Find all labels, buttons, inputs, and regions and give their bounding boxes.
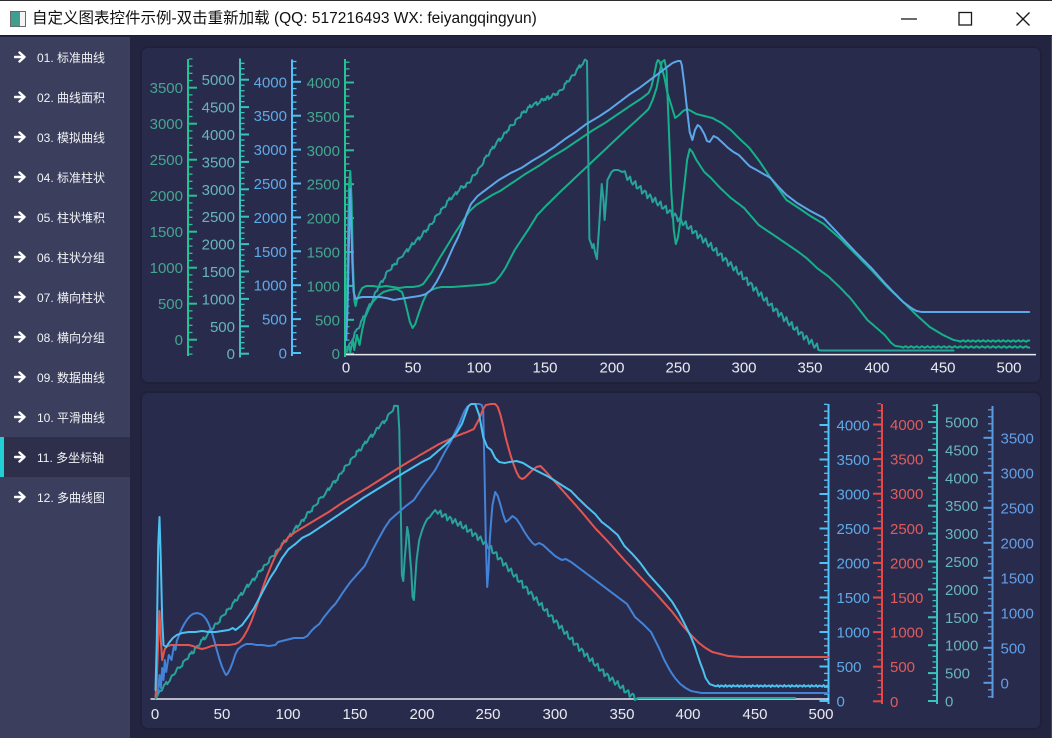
svg-text:4000: 4000 bbox=[890, 417, 923, 434]
svg-text:1000: 1000 bbox=[945, 638, 978, 655]
svg-text:200: 200 bbox=[599, 360, 624, 377]
svg-text:500: 500 bbox=[808, 706, 833, 723]
svg-text:2500: 2500 bbox=[202, 209, 235, 226]
svg-text:500: 500 bbox=[158, 296, 183, 313]
svg-text:2000: 2000 bbox=[202, 237, 235, 254]
svg-text:3500: 3500 bbox=[202, 154, 235, 171]
svg-text:2000: 2000 bbox=[254, 210, 287, 227]
svg-text:0: 0 bbox=[175, 332, 183, 349]
svg-text:300: 300 bbox=[731, 360, 756, 377]
svg-text:0: 0 bbox=[227, 346, 235, 363]
svg-text:4000: 4000 bbox=[202, 127, 235, 144]
svg-text:1000: 1000 bbox=[307, 278, 340, 295]
svg-text:500: 500 bbox=[1001, 640, 1026, 657]
svg-text:150: 150 bbox=[342, 706, 367, 723]
svg-text:2500: 2500 bbox=[150, 152, 183, 169]
svg-text:450: 450 bbox=[930, 360, 955, 377]
svg-text:1000: 1000 bbox=[254, 278, 287, 295]
svg-text:2500: 2500 bbox=[307, 177, 340, 194]
svg-text:3500: 3500 bbox=[890, 452, 923, 469]
svg-text:3000: 3000 bbox=[890, 486, 923, 503]
svg-text:2500: 2500 bbox=[1001, 500, 1034, 517]
svg-text:50: 50 bbox=[405, 360, 422, 377]
svg-text:2000: 2000 bbox=[890, 555, 923, 572]
svg-text:500: 500 bbox=[210, 319, 235, 336]
svg-text:4500: 4500 bbox=[945, 442, 978, 459]
svg-text:50: 50 bbox=[214, 706, 231, 723]
svg-text:500: 500 bbox=[315, 312, 340, 329]
svg-text:250: 250 bbox=[475, 706, 500, 723]
svg-text:0: 0 bbox=[837, 694, 845, 711]
svg-text:2000: 2000 bbox=[307, 211, 340, 228]
svg-text:0: 0 bbox=[945, 694, 953, 711]
svg-text:450: 450 bbox=[742, 706, 767, 723]
svg-text:2000: 2000 bbox=[150, 188, 183, 205]
svg-text:0: 0 bbox=[279, 346, 287, 363]
svg-text:4000: 4000 bbox=[837, 418, 870, 435]
svg-text:3500: 3500 bbox=[307, 109, 340, 126]
svg-text:2000: 2000 bbox=[1001, 535, 1034, 552]
svg-text:3500: 3500 bbox=[1001, 430, 1034, 447]
svg-text:2500: 2500 bbox=[837, 521, 870, 538]
svg-text:3000: 3000 bbox=[1001, 465, 1034, 482]
svg-text:2500: 2500 bbox=[254, 176, 287, 193]
svg-text:2000: 2000 bbox=[837, 556, 870, 573]
svg-text:2500: 2500 bbox=[890, 521, 923, 538]
svg-text:1500: 1500 bbox=[837, 590, 870, 607]
svg-text:1500: 1500 bbox=[945, 610, 978, 627]
svg-text:3000: 3000 bbox=[837, 487, 870, 504]
svg-text:500: 500 bbox=[945, 666, 970, 683]
svg-text:4000: 4000 bbox=[254, 74, 287, 91]
svg-text:3000: 3000 bbox=[150, 116, 183, 133]
svg-text:3000: 3000 bbox=[202, 182, 235, 199]
svg-text:250: 250 bbox=[665, 360, 690, 377]
svg-text:100: 100 bbox=[275, 706, 300, 723]
svg-text:2500: 2500 bbox=[945, 554, 978, 571]
svg-text:1000: 1000 bbox=[202, 291, 235, 308]
svg-text:0: 0 bbox=[151, 706, 159, 723]
svg-text:2000: 2000 bbox=[945, 582, 978, 599]
svg-text:100: 100 bbox=[466, 360, 491, 377]
svg-text:0: 0 bbox=[342, 360, 350, 377]
svg-text:1000: 1000 bbox=[1001, 605, 1034, 622]
svg-text:3000: 3000 bbox=[307, 143, 340, 160]
svg-text:1000: 1000 bbox=[890, 625, 923, 642]
svg-text:3500: 3500 bbox=[945, 498, 978, 515]
svg-text:3000: 3000 bbox=[945, 526, 978, 543]
svg-text:0: 0 bbox=[890, 694, 898, 711]
svg-text:500: 500 bbox=[837, 659, 862, 676]
svg-text:1000: 1000 bbox=[150, 260, 183, 277]
svg-text:1500: 1500 bbox=[890, 590, 923, 607]
svg-text:200: 200 bbox=[409, 706, 434, 723]
svg-text:4500: 4500 bbox=[202, 100, 235, 117]
svg-text:4000: 4000 bbox=[307, 75, 340, 92]
svg-text:1000: 1000 bbox=[837, 625, 870, 642]
svg-text:1500: 1500 bbox=[307, 245, 340, 262]
svg-text:1500: 1500 bbox=[150, 224, 183, 241]
svg-text:1500: 1500 bbox=[254, 244, 287, 261]
svg-text:4000: 4000 bbox=[945, 470, 978, 487]
svg-text:3500: 3500 bbox=[254, 108, 287, 125]
svg-text:350: 350 bbox=[609, 706, 634, 723]
svg-text:400: 400 bbox=[675, 706, 700, 723]
svg-text:0: 0 bbox=[332, 346, 340, 363]
svg-text:3500: 3500 bbox=[150, 80, 183, 97]
svg-text:0: 0 bbox=[1001, 675, 1009, 692]
svg-text:500: 500 bbox=[890, 659, 915, 676]
svg-text:400: 400 bbox=[864, 360, 889, 377]
svg-text:1500: 1500 bbox=[202, 264, 235, 281]
svg-text:5000: 5000 bbox=[202, 72, 235, 89]
svg-text:500: 500 bbox=[996, 360, 1021, 377]
svg-text:1500: 1500 bbox=[1001, 570, 1034, 587]
svg-text:150: 150 bbox=[532, 360, 557, 377]
svg-text:350: 350 bbox=[797, 360, 822, 377]
svg-text:3000: 3000 bbox=[254, 142, 287, 159]
svg-text:500: 500 bbox=[262, 312, 287, 329]
svg-text:5000: 5000 bbox=[945, 415, 978, 432]
svg-text:300: 300 bbox=[542, 706, 567, 723]
svg-text:3500: 3500 bbox=[837, 452, 870, 469]
